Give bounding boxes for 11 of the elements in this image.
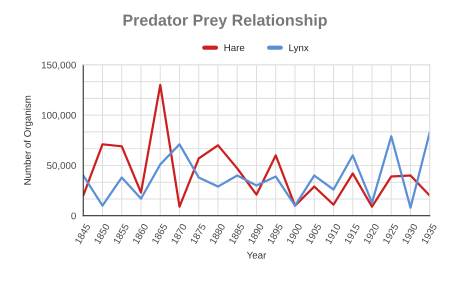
y-tick-label: 50,000 [46, 162, 76, 170]
legend-label: Hare [224, 44, 244, 52]
line-series [83, 131, 430, 209]
y-axis-title: Number of Organism [24, 96, 33, 185]
chart-title: Predator Prey Relationship [124, 14, 327, 29]
x-axis-title: Year [246, 252, 266, 259]
y-tick-label: 100,000 [42, 112, 76, 120]
y-tick-label: 150,000 [42, 62, 76, 70]
line-series [83, 84, 430, 208]
legend-label: Lynx [289, 44, 309, 54]
y-tick-label: 0 [71, 212, 76, 220]
